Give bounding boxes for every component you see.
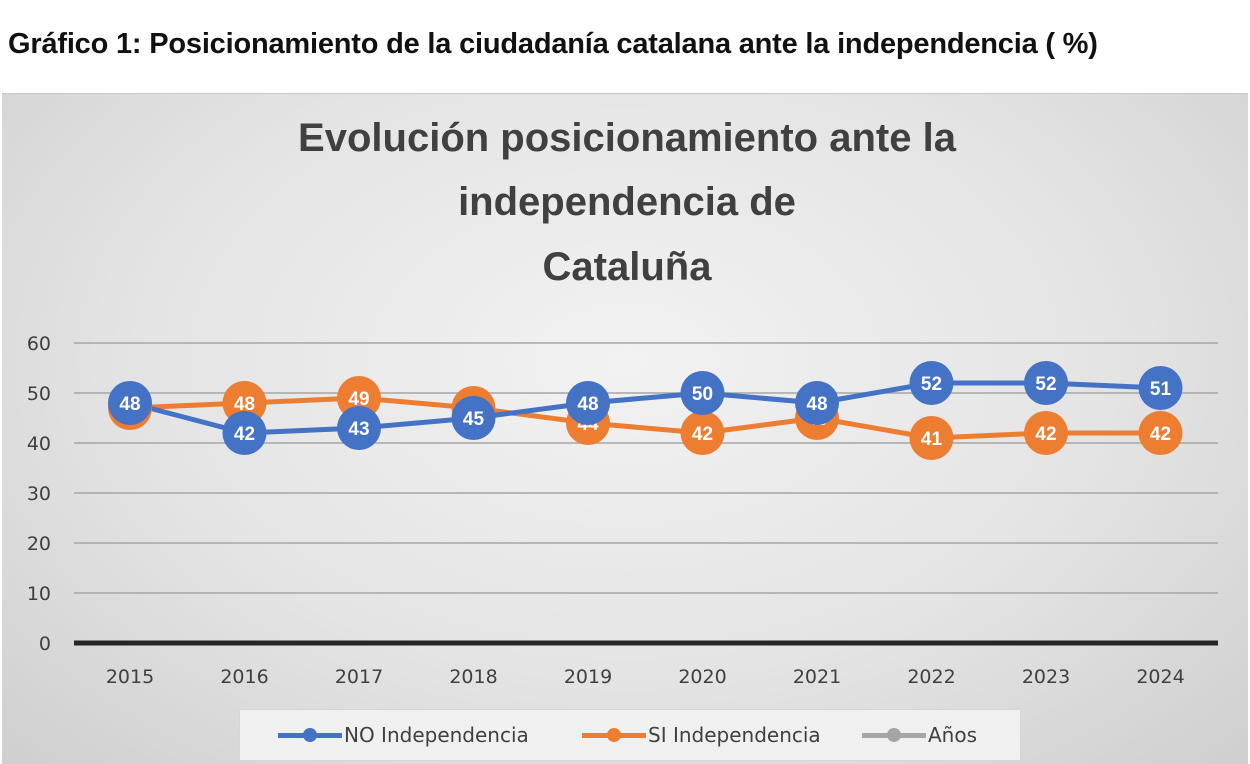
chart-area: Evolución posicionamiento ante la indepen… xyxy=(2,93,1248,764)
x-tick-label: 2015 xyxy=(106,666,154,688)
data-label: 50 xyxy=(692,384,713,405)
legend-item: NO Independencia xyxy=(278,710,529,760)
y-tick-label: 0 xyxy=(39,633,51,655)
data-label: 48 xyxy=(234,394,255,415)
data-label: 41 xyxy=(921,429,943,450)
x-tick-label: 2023 xyxy=(1022,666,1070,688)
data-label: 48 xyxy=(577,394,598,415)
data-point xyxy=(1024,411,1068,455)
data-label: 51 xyxy=(1150,379,1172,400)
chart-legend: NO Independencia SI Independencia Años xyxy=(239,709,1021,761)
legend-label: Años xyxy=(928,723,978,747)
data-label: 48 xyxy=(806,394,827,415)
y-tick-label: 60 xyxy=(27,333,51,355)
legend-label: SI Independencia xyxy=(648,723,821,747)
legend-item: Años xyxy=(862,710,977,760)
data-point xyxy=(680,411,725,455)
data-point xyxy=(566,381,610,425)
legend-label: NO Independencia xyxy=(344,723,529,747)
chart-title-line: Cataluña xyxy=(543,245,713,289)
data-point xyxy=(108,381,152,425)
legend-marker xyxy=(303,728,317,742)
data-point xyxy=(909,361,954,405)
y-tick-label: 50 xyxy=(27,383,51,405)
data-label: 42 xyxy=(234,424,255,445)
data-point xyxy=(337,406,381,450)
data-label: 52 xyxy=(921,374,942,395)
data-point xyxy=(1138,411,1183,455)
data-point xyxy=(909,416,954,460)
x-tick-label: 2016 xyxy=(220,666,268,688)
legend-swatch xyxy=(862,710,926,760)
page-heading: Gráfico 1: Posicionamiento de la ciudada… xyxy=(8,28,1098,60)
data-point xyxy=(1024,361,1068,405)
legend-item: SI Independencia xyxy=(582,710,821,760)
legend-swatch xyxy=(582,710,646,760)
y-tick-label: 20 xyxy=(27,533,51,555)
legend-swatch xyxy=(278,710,342,760)
data-point xyxy=(680,371,725,415)
data-label: 42 xyxy=(1035,424,1056,445)
x-tick-label: 2018 xyxy=(449,666,497,688)
x-tick-label: 2020 xyxy=(678,666,726,688)
data-point xyxy=(795,381,839,425)
x-tick-label: 2022 xyxy=(907,666,955,688)
data-label: 48 xyxy=(119,394,140,415)
x-tick-label: 2024 xyxy=(1136,666,1184,688)
data-label: 45 xyxy=(463,409,485,430)
chart-title-line: Evolución posicionamiento ante la xyxy=(298,116,957,160)
data-point xyxy=(1138,366,1183,410)
data-label: 42 xyxy=(1150,424,1171,445)
line-chart: Evolución posicionamiento ante la indepen… xyxy=(27,116,1218,688)
y-tick-label: 40 xyxy=(27,433,51,455)
x-tick-label: 2021 xyxy=(793,666,841,688)
data-label: 52 xyxy=(1035,374,1056,395)
y-tick-label: 30 xyxy=(27,483,51,505)
data-label: 42 xyxy=(692,424,713,445)
data-point xyxy=(222,411,267,455)
x-tick-label: 2017 xyxy=(335,666,383,688)
chart-title-line: independencia de xyxy=(458,180,796,224)
series-line xyxy=(129,380,1161,436)
series-line xyxy=(129,395,1161,441)
y-tick-label: 10 xyxy=(27,583,51,605)
data-label: 49 xyxy=(348,389,369,410)
legend-marker xyxy=(607,728,621,742)
data-point xyxy=(451,396,496,440)
legend-marker xyxy=(887,728,901,742)
x-tick-label: 2019 xyxy=(564,666,612,688)
data-label: 43 xyxy=(348,419,369,440)
